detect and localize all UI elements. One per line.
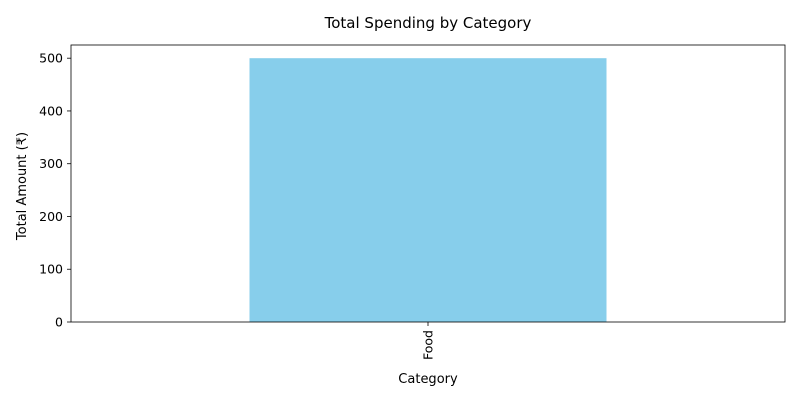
y-axis-label: Total Amount (₹)	[15, 132, 30, 241]
bar-food	[249, 58, 607, 322]
y-tick-label: 300	[39, 156, 63, 171]
y-tick-label: 100	[39, 262, 63, 277]
y-tick-label: 400	[39, 103, 63, 118]
y-tick-label: 0	[55, 315, 63, 330]
chart-title: Total Spending by Category	[324, 14, 532, 32]
y-tick-label: 500	[39, 51, 63, 66]
y-tick-label: 200	[39, 209, 63, 224]
x-tick-label: Food	[421, 330, 436, 360]
x-axis-label: Category	[398, 372, 458, 387]
plot-area: Food 0 100 200 300 400 500	[39, 44, 786, 360]
axes-frame	[70, 44, 786, 323]
